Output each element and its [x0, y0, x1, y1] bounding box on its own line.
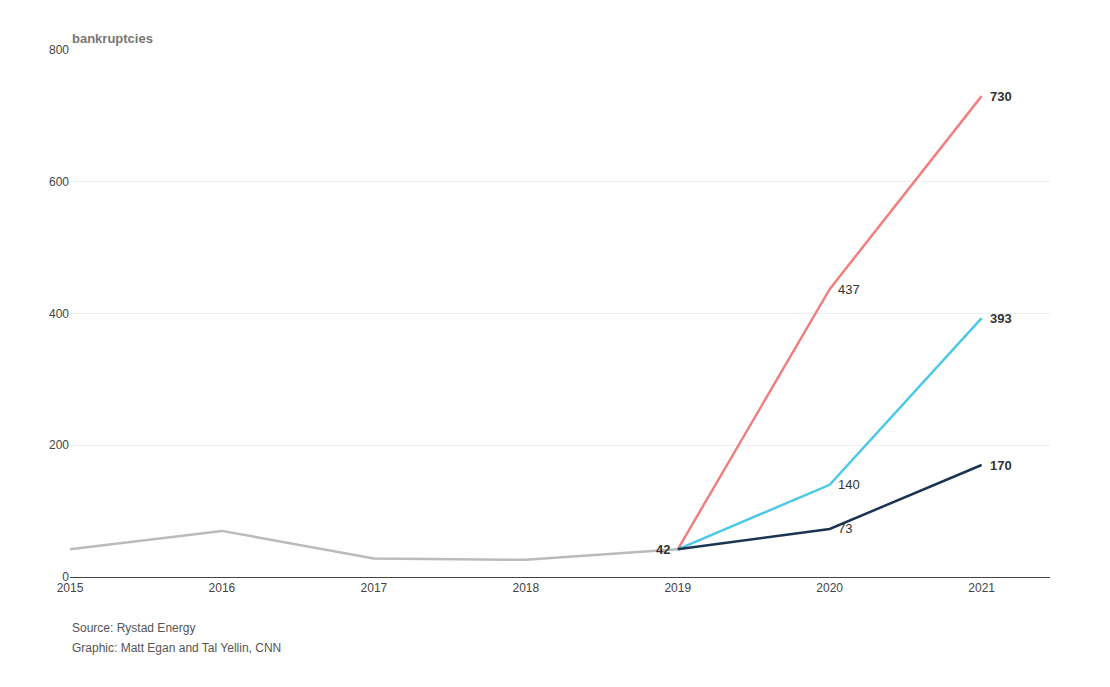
svg-text:bankruptcies: bankruptcies — [72, 31, 153, 46]
svg-text:400: 400 — [49, 307, 69, 321]
svg-text:600: 600 — [49, 175, 69, 189]
svg-text:170: 170 — [990, 458, 1012, 473]
svg-text:Source: Rystad Energy: Source: Rystad Energy — [72, 621, 195, 635]
svg-text:800: 800 — [49, 43, 69, 57]
svg-text:140: 140 — [838, 477, 860, 492]
svg-text:437: 437 — [838, 282, 860, 297]
svg-text:200: 200 — [49, 438, 69, 452]
svg-text:2016: 2016 — [209, 581, 236, 595]
svg-text:2015: 2015 — [57, 581, 84, 595]
svg-text:2021: 2021 — [968, 581, 995, 595]
svg-text:Graphic: Matt Egan and Tal Yel: Graphic: Matt Egan and Tal Yellin, CNN — [72, 641, 281, 655]
svg-text:2017: 2017 — [361, 581, 388, 595]
svg-text:2019: 2019 — [664, 581, 691, 595]
svg-text:2020: 2020 — [816, 581, 843, 595]
svg-text:2018: 2018 — [512, 581, 539, 595]
svg-text:730: 730 — [990, 89, 1012, 104]
svg-text:0: 0 — [62, 570, 69, 584]
svg-text:73: 73 — [838, 521, 852, 536]
svg-text:42: 42 — [656, 542, 670, 557]
svg-text:393: 393 — [990, 311, 1012, 326]
